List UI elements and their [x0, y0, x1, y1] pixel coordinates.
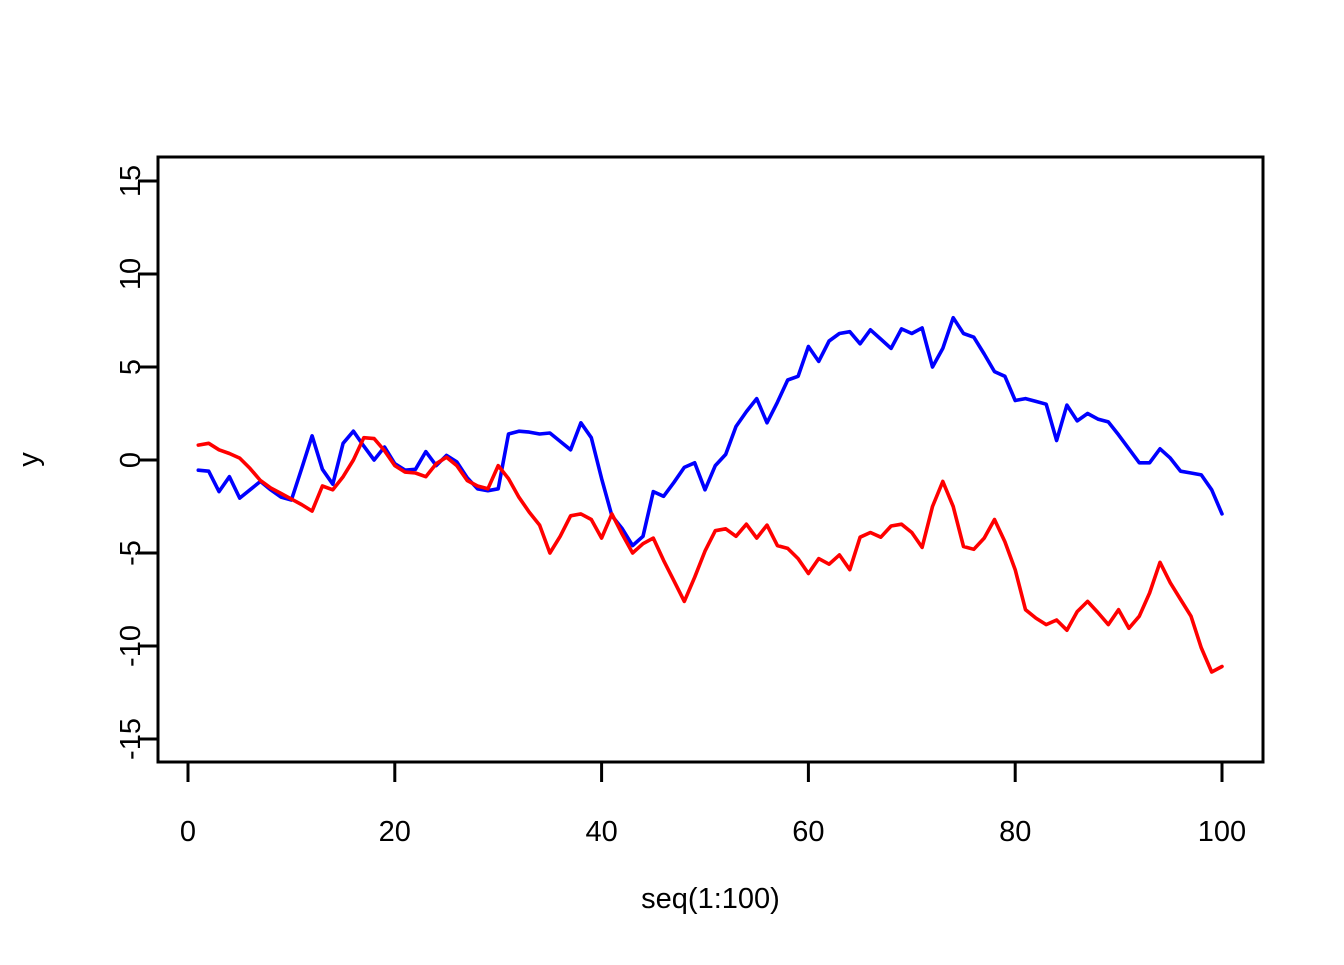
y-axis-tick-label: 10: [115, 258, 147, 290]
y-axis-title: y: [13, 452, 45, 467]
y-axis-tick-label: 5: [115, 359, 147, 375]
x-axis-tick-label: 100: [1198, 816, 1246, 848]
y-axis-tick-label: 0: [115, 452, 147, 468]
y-axis-tick-label: -10: [115, 625, 147, 667]
y-axis-tick-label: -5: [115, 540, 147, 566]
x-axis-tick-label: 80: [999, 816, 1031, 848]
x-axis-tick-label: 0: [180, 816, 196, 848]
x-axis-tick-label: 40: [585, 816, 617, 848]
series-line-red-random-walk: [196, 435, 1224, 674]
x-axis-tick-label: 20: [379, 816, 411, 848]
y-axis-tick-label: -15: [115, 718, 147, 760]
y-axis-tick-label: 15: [115, 165, 147, 197]
x-axis-tick-label: 60: [792, 816, 824, 848]
x-axis-title: seq(1:100): [641, 883, 780, 915]
series-line-blue-random-walk: [196, 315, 1224, 548]
plot-box: [156, 155, 1265, 764]
